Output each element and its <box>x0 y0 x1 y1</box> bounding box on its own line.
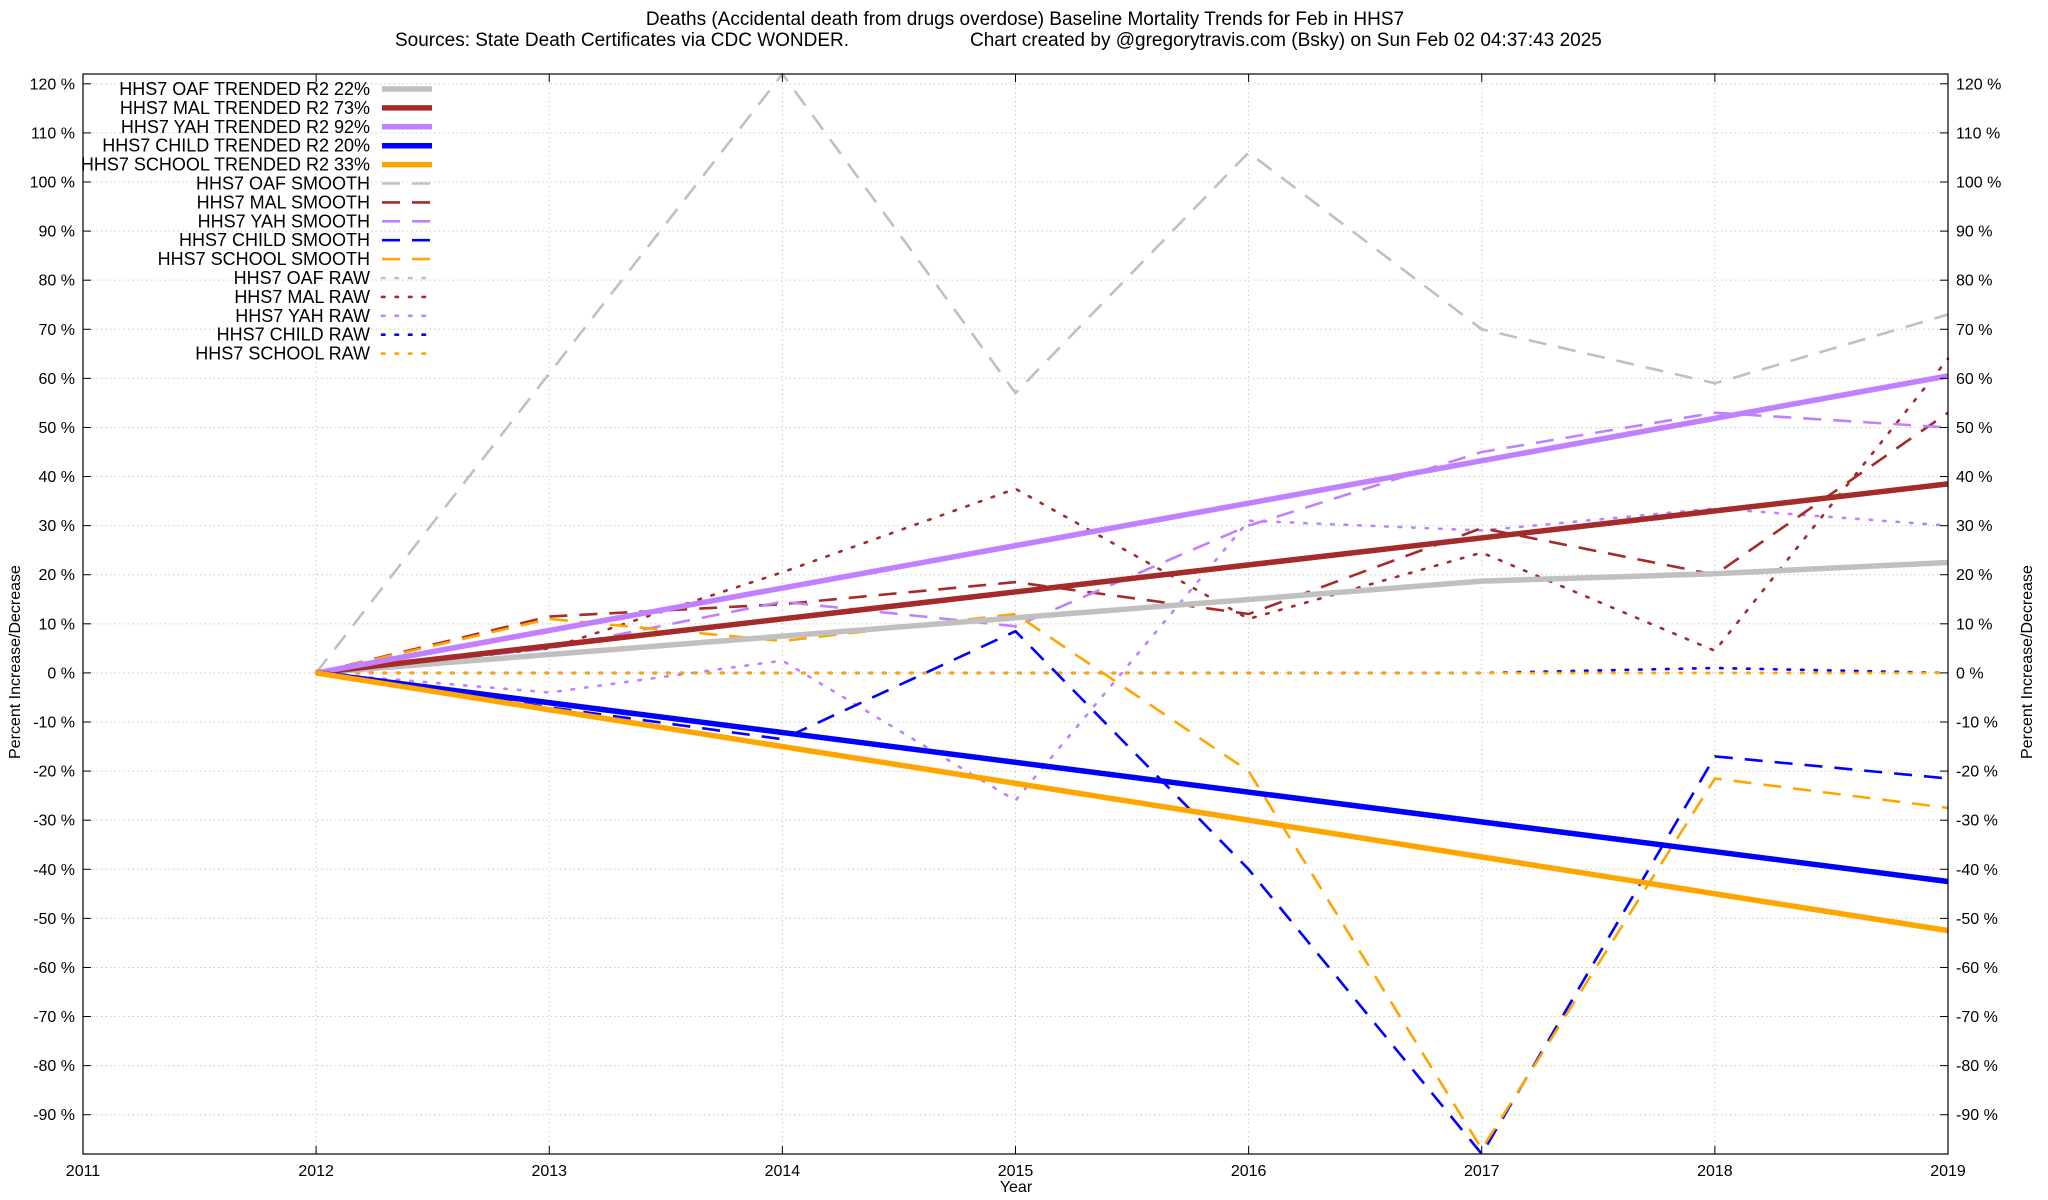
y-axis-label-right: Percent Increase/Decrease <box>2019 565 2036 759</box>
series-line-hhs7-school-smooth <box>315 612 1949 1151</box>
y-tick-label-right: -80 % <box>1956 1058 1998 1075</box>
series-line-hhs7-school-trended-r2-33 <box>315 670 1949 934</box>
y-tick-label-right: -40 % <box>1956 862 1998 879</box>
x-tick-label: 2017 <box>1464 1163 1500 1180</box>
series-line-hhs7-yah-raw <box>314 507 1950 802</box>
y-tick-label-right: 0 % <box>1956 665 1984 682</box>
legend-label: HHS7 YAH RAW <box>235 306 370 326</box>
series-line-hhs7-yah-smooth <box>315 411 1949 675</box>
y-tick-label-left: -60 % <box>33 960 75 977</box>
legend: HHS7 OAF TRENDED R2 22%HHS7 MAL TRENDED … <box>81 79 434 364</box>
y-tick-label-right: -70 % <box>1956 1009 1998 1026</box>
y-tick-label-left: 120 % <box>30 76 75 93</box>
y-tick-label-right: 90 % <box>1956 224 1992 241</box>
legend-label: HHS7 YAH TRENDED R2 92% <box>121 117 370 137</box>
y-tick-label-right: 40 % <box>1956 469 1992 486</box>
y-tick-label-right: 60 % <box>1956 371 1992 388</box>
y-tick-label-left: -50 % <box>33 911 75 928</box>
y-tick-label-right: 110 % <box>1956 125 2000 142</box>
series-line-hhs7-mal-smooth <box>315 411 1949 675</box>
y-tick-label-right: 80 % <box>1956 273 1992 290</box>
legend-label: HHS7 MAL RAW <box>234 287 370 307</box>
x-tick-label: 2014 <box>765 1163 801 1180</box>
y-tick-label-right: 10 % <box>1956 616 1992 633</box>
x-tick-label: 2018 <box>1697 1163 1733 1180</box>
y-tick-label-right: -30 % <box>1956 813 1998 830</box>
x-axis-label: Year <box>1000 1179 1033 1196</box>
y-tick-label-right: 50 % <box>1956 420 1992 437</box>
y-tick-label-left: 0 % <box>47 665 75 682</box>
series-layer <box>314 72 1950 1156</box>
y-tick-label-left: 90 % <box>39 224 75 241</box>
y-tick-label-right: 100 % <box>1956 175 2001 192</box>
legend-label: HHS7 OAF SMOOTH <box>196 174 370 194</box>
y-tick-label-left: -10 % <box>33 715 75 732</box>
chart-credit-note: Chart created by @gregorytravis.com (Bsk… <box>970 30 1602 51</box>
series-line-hhs7-mal-trended-r2-73 <box>315 481 1949 676</box>
y-tick-label-left: -20 % <box>33 764 75 781</box>
y-tick-label-right: -10 % <box>1956 715 1998 732</box>
y-tick-label-left: 80 % <box>39 273 75 290</box>
y-tick-label-left: 100 % <box>30 175 75 192</box>
legend-label: HHS7 YAH SMOOTH <box>198 211 370 231</box>
y-tick-label-right: 70 % <box>1956 322 1992 339</box>
y-tick-label-right: -20 % <box>1956 764 1998 781</box>
y-tick-label-left: -40 % <box>33 862 75 879</box>
series-line-hhs7-mal-raw <box>314 357 1950 675</box>
series-line-hhs7-oaf-trended-r2-22 <box>315 559 1949 676</box>
legend-label: HHS7 CHILD TRENDED R2 20% <box>102 136 370 156</box>
series-line-hhs7-child-trended-r2-20 <box>315 670 1949 885</box>
legend-label: HHS7 SCHOOL TRENDED R2 33% <box>81 155 370 175</box>
legend-label: HHS7 SCHOOL RAW <box>195 344 370 364</box>
y-tick-label-right: 30 % <box>1956 518 1992 535</box>
y-tick-label-left: 10 % <box>39 616 75 633</box>
x-tick-label: 2011 <box>66 1163 101 1180</box>
x-tick-label: 2012 <box>298 1163 334 1180</box>
y-axis-label-left: Percent Increase/Decrease <box>7 565 24 759</box>
y-tick-label-left: -30 % <box>33 813 75 830</box>
series-line-hhs7-oaf-smooth <box>315 72 1949 674</box>
y-tick-label-left: 110 % <box>31 125 75 142</box>
x-tick-label: 2016 <box>1231 1163 1267 1180</box>
series-line-hhs7-yah-trended-r2-92 <box>315 373 1949 676</box>
legend-label: HHS7 OAF RAW <box>234 268 370 288</box>
y-tick-label-right: 20 % <box>1956 567 1992 584</box>
y-tick-label-right: -90 % <box>1956 1107 1998 1124</box>
y-tick-label-left: 70 % <box>39 322 75 339</box>
legend-label: HHS7 MAL SMOOTH <box>197 192 370 212</box>
legend-label: HHS7 MAL TRENDED R2 73% <box>120 98 370 118</box>
y-tick-label-left: 50 % <box>39 420 75 437</box>
y-tick-label-left: 30 % <box>39 518 75 535</box>
series-line-hhs7-child-smooth <box>315 629 1949 1156</box>
legend-label: HHS7 CHILD SMOOTH <box>179 230 370 250</box>
y-tick-label-left: -80 % <box>33 1058 75 1075</box>
x-tick-label: 2019 <box>1930 1163 1966 1180</box>
y-tick-label-right: 120 % <box>1956 76 2001 93</box>
y-tick-label-left: 60 % <box>39 371 75 388</box>
x-tick-label: 2015 <box>998 1163 1034 1180</box>
chart-title: Deaths (Accidental death from drugs over… <box>646 9 1404 30</box>
y-tick-label-left: 40 % <box>39 469 75 486</box>
grid-layer <box>82 74 1949 1154</box>
legend-label: HHS7 SCHOOL SMOOTH <box>158 249 370 269</box>
legend-label: HHS7 OAF TRENDED R2 22% <box>119 79 370 99</box>
y-tick-label-right: -50 % <box>1956 911 1998 928</box>
y-tick-label-left: -70 % <box>33 1009 75 1026</box>
chart-source-note: Sources: State Death Certificates via CD… <box>395 30 849 51</box>
x-tick-label: 2013 <box>531 1163 567 1180</box>
ticks-layer: 2011 2012 2013 2014 2015 2016 2017 2018 2019 120 … <box>30 74 2001 1180</box>
legend-label: HHS7 CHILD RAW <box>217 325 370 345</box>
y-tick-label-right: -60 % <box>1956 960 1998 977</box>
y-tick-label-left: 20 % <box>39 567 75 584</box>
y-tick-label-left: -90 % <box>33 1107 75 1124</box>
